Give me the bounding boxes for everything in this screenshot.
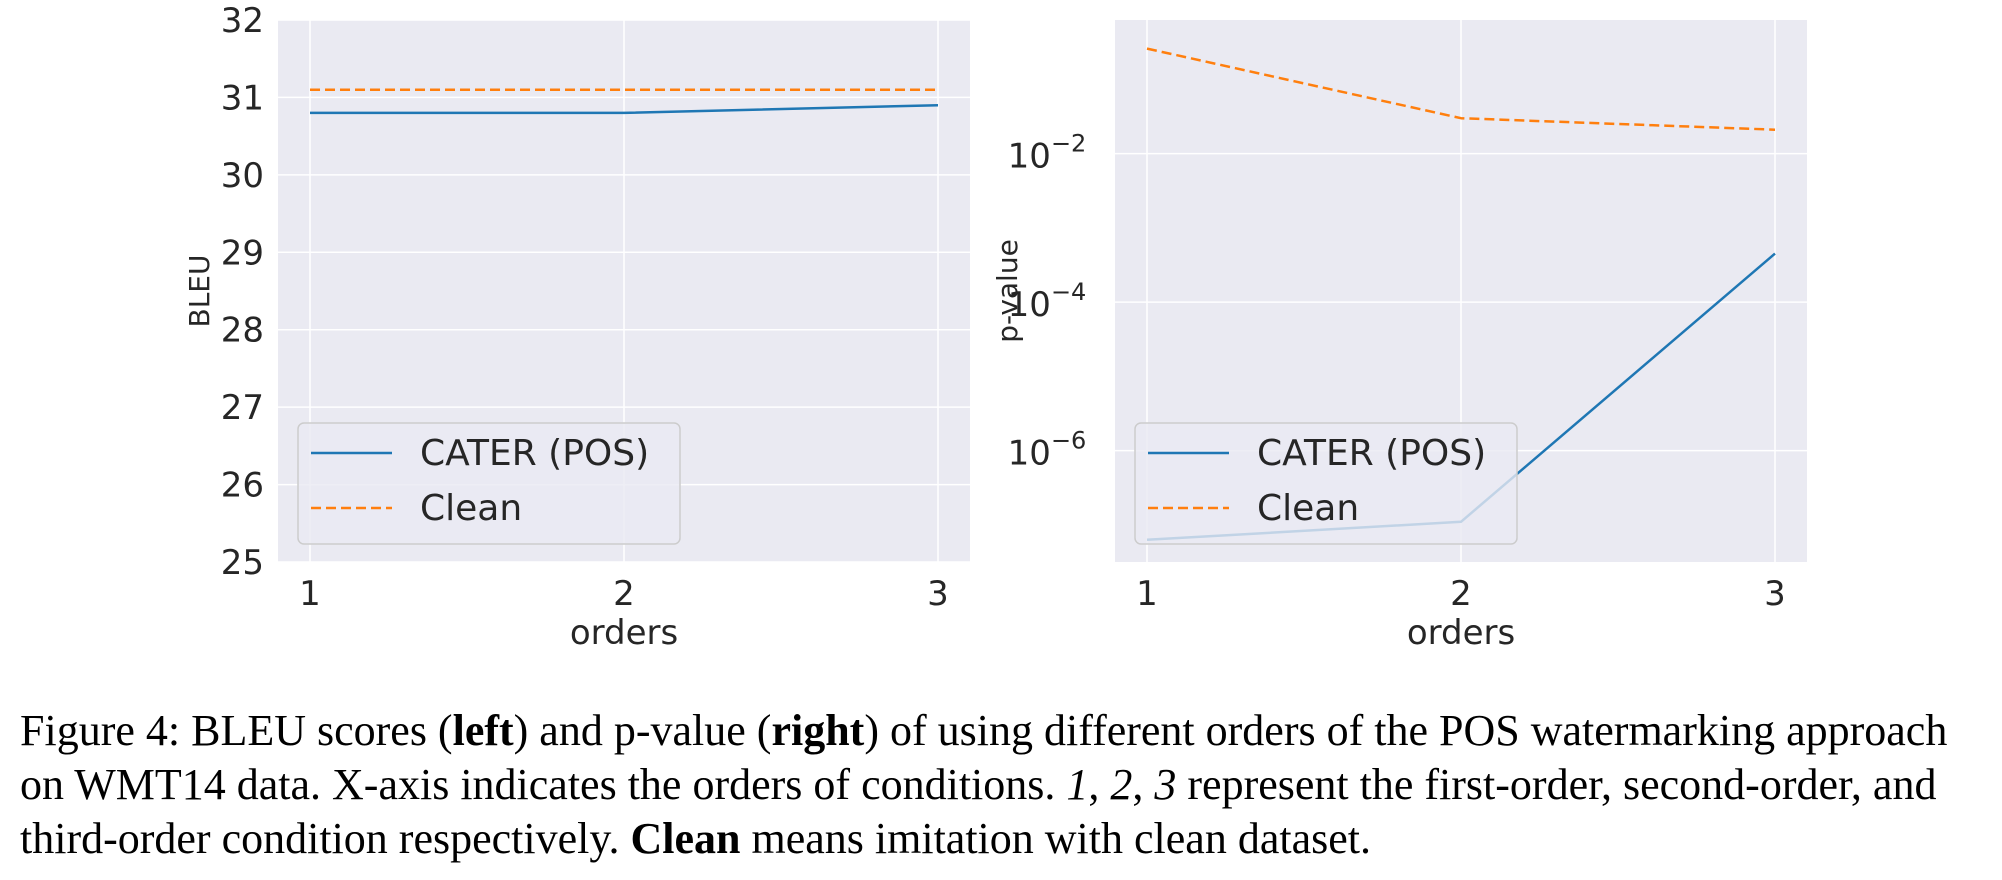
legend-label-clean: Clean [420, 488, 522, 529]
pvalue-x-tick-label: 3 [1764, 574, 1786, 614]
pvalue-series-line-clean [1146, 47, 1776, 131]
bleu-legend: CATER (POS) Clean [297, 422, 681, 545]
legend-label-clean: Clean [1257, 488, 1359, 529]
bleu-y-tick-label: 32 [221, 1, 264, 41]
bleu-y-tick-label: 25 [221, 543, 264, 583]
bleu-x-tick-label: 2 [613, 574, 635, 614]
legend-label-cater: CATER (POS) [1257, 433, 1486, 474]
pvalue-y-tick-label: 10−4 [1008, 278, 1087, 325]
pvalue-legend: CATER (POS) Clean [1134, 422, 1518, 545]
pvalue-x-tick-label: 1 [1136, 574, 1158, 614]
bleu-x-tick-label: 3 [927, 574, 949, 614]
bleu-series-line-cater [310, 103, 939, 115]
bleu-y-tick-label: 31 [221, 78, 264, 118]
bleu-x-axis-label: orders [570, 613, 678, 653]
pvalue-y-axis-label: p-value [991, 239, 1024, 343]
bleu-y-tick-label: 30 [221, 156, 264, 196]
legend-label-cater: CATER (POS) [420, 433, 649, 474]
pvalue-x-tick-label: 2 [1450, 574, 1472, 614]
bleu-x-tick-label: 1 [299, 574, 321, 614]
bleu-y-tick-label: 27 [221, 388, 264, 428]
bleu-chart: 25 26 27 28 29 30 31 32 1 2 3 BLEU orders CATER (… [183, 1, 970, 653]
pvalue-chart: 10−2 10−4 10−6 1 2 3 p-value orders CATER (P… [991, 20, 1807, 653]
pvalue-y-tick-label: 10−2 [1008, 130, 1087, 177]
figure-caption: Figure 4: BLEU scores (left) and p-value… [20, 706, 1948, 863]
bleu-y-tick-label: 28 [221, 311, 264, 351]
bleu-y-tick-label: 29 [221, 233, 264, 273]
bleu-y-tick-label: 26 [221, 466, 264, 506]
pvalue-x-axis-label: orders [1407, 613, 1515, 653]
bleu-y-axis-label: BLEU [183, 255, 216, 328]
pvalue-y-tick-label: 10−6 [1008, 427, 1087, 474]
